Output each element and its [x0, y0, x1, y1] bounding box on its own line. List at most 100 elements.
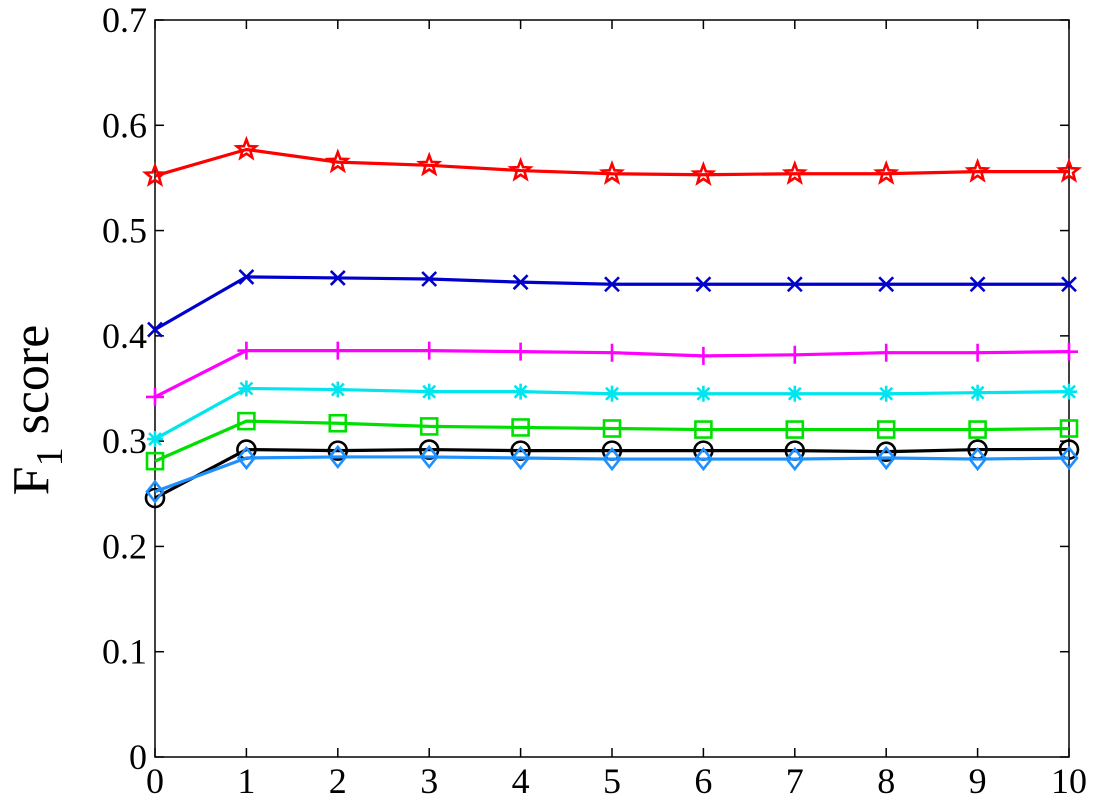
y-tick-label: 0.3	[102, 421, 147, 461]
series-line	[154, 419, 1070, 463]
marker-square	[876, 420, 896, 439]
marker-asterisk	[238, 380, 255, 397]
marker-x	[695, 276, 712, 293]
series-square	[145, 411, 1079, 471]
x-tick-label: 4	[512, 761, 530, 801]
marker-star	[507, 156, 534, 182]
marker-square	[145, 451, 165, 471]
marker-x	[238, 268, 255, 285]
marker-square	[785, 420, 805, 439]
marker-star	[873, 160, 900, 185]
marker-x	[329, 270, 346, 286]
y-tick-label: 0.7	[102, 0, 147, 40]
marker-square	[237, 411, 256, 431]
series-x	[147, 268, 1077, 338]
marker-diamond	[785, 446, 805, 472]
marker-star	[1055, 157, 1083, 183]
marker-square	[328, 413, 348, 433]
marker-star	[141, 162, 169, 187]
marker-square	[694, 420, 713, 439]
x-tick-label: 3	[420, 761, 438, 801]
marker-diamond	[328, 444, 348, 470]
marker-star	[324, 148, 351, 174]
marker-asterisk	[421, 383, 438, 400]
x-tick-label: 1	[237, 761, 255, 801]
marker-asterisk	[329, 381, 346, 398]
marker-asterisk	[512, 383, 529, 400]
marker-plus	[877, 343, 896, 362]
marker-asterisk	[786, 385, 803, 402]
marker-circle	[510, 440, 531, 461]
marker-x	[147, 321, 163, 338]
x-tick-label: 10	[1051, 761, 1087, 801]
marker-diamond	[602, 446, 622, 472]
marker-square	[419, 417, 439, 436]
marker-plus	[237, 341, 256, 360]
marker-diamond	[419, 444, 439, 470]
y-axis-label-subscript: 1	[29, 447, 71, 466]
marker-x	[604, 276, 620, 293]
marker-asterisk	[969, 384, 986, 401]
x-tick-label: 9	[969, 761, 987, 801]
marker-square	[602, 419, 622, 438]
marker-asterisk	[1061, 383, 1077, 400]
marker-plus	[1060, 342, 1078, 361]
y-tick-label: 0	[129, 737, 147, 777]
marker-circle	[418, 439, 440, 460]
marker-diamond	[145, 479, 165, 504]
marker-asterisk	[147, 431, 163, 448]
x-tick-label: 6	[694, 761, 712, 801]
marker-diamond	[510, 445, 531, 471]
marker-diamond	[876, 445, 896, 471]
marker-asterisk	[878, 385, 895, 402]
x-tick-label: 5	[603, 761, 621, 801]
marker-plus	[511, 342, 530, 361]
y-axis-label-text: F1 score	[3, 325, 71, 496]
y-tick-label: 0.6	[102, 105, 147, 145]
marker-circle	[144, 487, 166, 509]
y-axis-label-rest: score	[3, 325, 60, 448]
x-tick-label: 2	[329, 761, 347, 801]
series-star	[141, 135, 1083, 187]
marker-plus	[694, 346, 713, 365]
marker-x	[878, 276, 895, 293]
marker-plus	[146, 387, 164, 406]
x-tick-label: 0	[146, 761, 164, 801]
marker-square	[1059, 419, 1079, 438]
x-tick-label: 7	[786, 761, 804, 801]
marker-star	[781, 160, 808, 185]
y-axis-label-main: F	[3, 466, 60, 495]
series-line	[154, 147, 1069, 178]
marker-plus	[785, 345, 804, 364]
y-tick-label: 0.1	[102, 632, 147, 672]
series-asterisk	[147, 380, 1077, 448]
y-tick-label: 0.4	[102, 316, 147, 356]
marker-circle	[875, 441, 897, 462]
marker-x	[512, 274, 529, 291]
y-tick-label: 0.2	[102, 526, 147, 566]
x-tick-label: 8	[877, 761, 895, 801]
marker-diamond	[967, 446, 988, 472]
marker-plus	[603, 343, 621, 362]
series-plus	[146, 341, 1078, 406]
marker-x	[969, 276, 986, 293]
plot-area: 0 1 2 3 4 5 6 7 8 9 10 0 0.1 0.2 0.3 0.4 0.5 0.6 0.7	[102, 0, 1087, 801]
marker-plus	[420, 341, 439, 360]
marker-x	[1061, 276, 1077, 293]
marker-asterisk	[695, 385, 712, 402]
marker-plus	[968, 343, 987, 362]
marker-star	[690, 161, 717, 186]
y-axis-label: F1 score	[3, 325, 71, 496]
marker-star	[964, 157, 991, 183]
marker-asterisk	[604, 385, 620, 402]
marker-star	[233, 135, 260, 161]
marker-diamond	[236, 445, 257, 471]
marker-x	[421, 271, 438, 287]
marker-diamond	[1059, 445, 1079, 471]
marker-plus	[328, 341, 347, 360]
series-diamond	[145, 444, 1079, 504]
marker-star	[598, 160, 626, 185]
marker-star	[416, 151, 443, 177]
y-tick-label: 0.5	[102, 211, 147, 251]
